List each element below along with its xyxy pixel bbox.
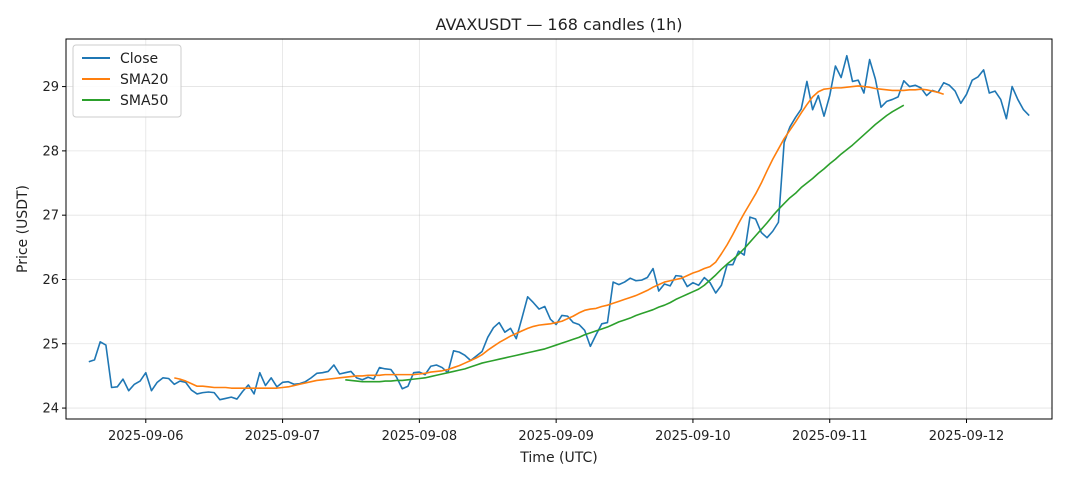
y-tick-label: 25: [42, 337, 59, 352]
y-tick-label: 24: [42, 402, 59, 417]
x-tick-label: 2025-09-11: [792, 429, 868, 444]
x-tick-label: 2025-09-10: [655, 429, 731, 444]
y-tick-label: 26: [42, 273, 59, 288]
y-tick-label: 28: [42, 144, 59, 159]
legend: Close SMA20 SMA50: [72, 44, 182, 118]
x-axis-label: Time (UTC): [519, 450, 597, 466]
legend-label-sma20: SMA20: [120, 72, 168, 88]
x-tick-label: 2025-09-08: [382, 429, 458, 444]
y-axis: 24 25 26 27 28 29: [42, 80, 66, 417]
x-tick-label: 2025-09-06: [108, 429, 184, 444]
y-tick-label: 27: [42, 209, 59, 224]
x-tick-label: 2025-09-07: [245, 429, 321, 444]
plot-frame: [65, 38, 1053, 420]
x-axis: 2025-09-06 2025-09-07 2025-09-08 2025-09-09…: [108, 419, 1004, 444]
series-sma50-line: [345, 104, 905, 383]
series-sma20-line: [174, 85, 944, 389]
x-tick-label: 2025-09-09: [518, 429, 594, 444]
legend-label-sma50: SMA50: [120, 93, 168, 109]
legend-label-close: Close: [120, 51, 158, 67]
y-axis-label: Price (USDT): [15, 185, 31, 273]
x-tick-label: 2025-09-12: [929, 429, 1005, 444]
series-layer: [88, 54, 1030, 401]
chart-title: AVAXUSDT — 168 candles (1h): [436, 15, 683, 34]
grid: [66, 39, 1052, 419]
y-tick-label: 29: [42, 80, 59, 95]
